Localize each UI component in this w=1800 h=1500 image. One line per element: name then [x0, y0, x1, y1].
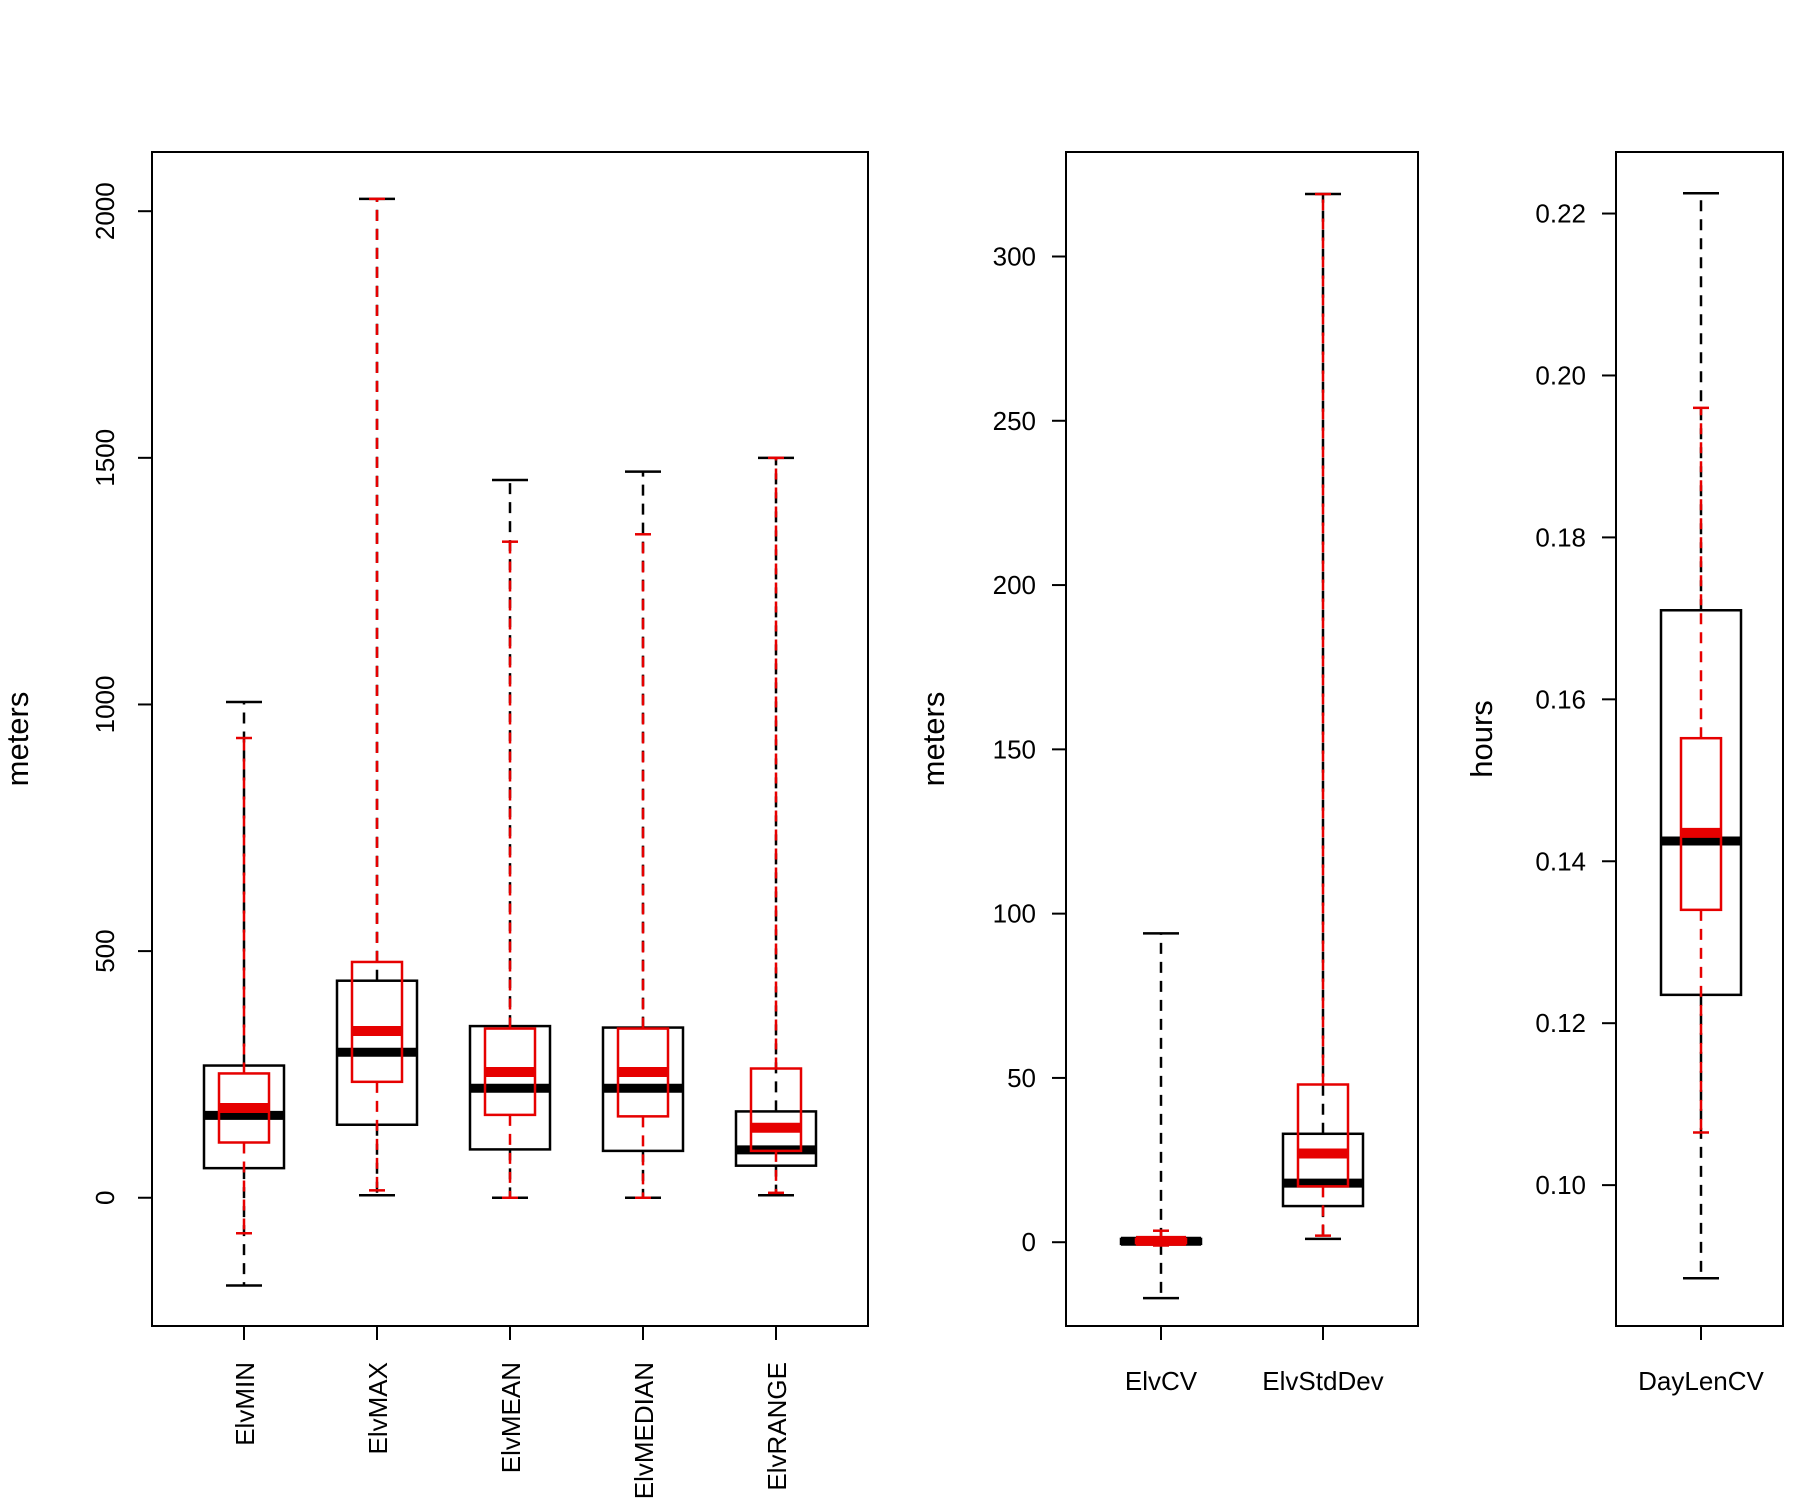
box-ElvStdDev — [1281, 192, 1365, 1241]
chart-panel-1: 0 500 1000 1500 2000 meters ElvMIN ElvMAX ElvMEA… — [0, 151, 869, 1499]
y-tick-label: 150 — [993, 734, 1036, 764]
x-category-label: ElvCV — [1125, 1366, 1198, 1396]
plot-frame — [1065, 151, 1419, 1327]
y-tick-label: 100 — [993, 899, 1036, 929]
x-category-label: ElvMEAN — [496, 1362, 526, 1473]
x-category-label: ElvRANGE — [762, 1362, 792, 1491]
overlay-box-ElvRANGE — [749, 456, 803, 1195]
y-axis-title: hours — [1464, 700, 1499, 778]
x-category-label: ElvMIN — [230, 1362, 260, 1446]
y-tick-label: 0.20 — [1535, 360, 1586, 390]
overlay-box-ElvStdDev — [1296, 192, 1350, 1237]
box-body — [1296, 1083, 1350, 1188]
y-tick-label: 1500 — [90, 429, 120, 487]
box-body — [1679, 736, 1723, 912]
x-category-label: ElvMEDIAN — [629, 1362, 659, 1499]
y-tick-label: 200 — [993, 570, 1036, 600]
y-tick-label: 2000 — [90, 182, 120, 240]
overlay-box-ElvCV — [1134, 1229, 1188, 1247]
y-tick-label: 0.12 — [1535, 1008, 1586, 1038]
x-category-label: ElvMAX — [363, 1362, 393, 1454]
y-tick-label: 0.18 — [1535, 522, 1586, 552]
y-tick-label: 300 — [993, 241, 1036, 271]
overlay-box-ElvMEDIAN — [616, 533, 670, 1199]
x-category-label: DayLenCV — [1638, 1366, 1764, 1396]
overlay-box-ElvMAX — [350, 197, 404, 1192]
box-body — [749, 1067, 803, 1153]
y-tick-label: 0.16 — [1535, 684, 1586, 714]
chart-panel-3: 0.10 0.12 0.14 0.16 0.18 0.20 0.22 hours DayLenC… — [1464, 151, 1784, 1396]
overlay-box-ElvMIN — [217, 736, 271, 1235]
box-body — [734, 1110, 818, 1167]
y-tick-label: 1000 — [90, 676, 120, 734]
overlay-box-ElvMEAN — [483, 540, 537, 1199]
overlay-box-DayLenCV — [1679, 406, 1723, 1134]
y-tick-label: 0 — [1022, 1227, 1036, 1257]
y-tick-label: 50 — [1007, 1063, 1036, 1093]
y-tick-label: 0.10 — [1535, 1170, 1586, 1200]
y-tick-label: 0 — [90, 1191, 120, 1205]
plot-frame — [1615, 151, 1784, 1327]
y-tick-label: 500 — [90, 929, 120, 972]
y-axis-title: meters — [0, 692, 35, 787]
chart-panel-2: 0 50 100 150 200 250 300 meters ElvCV ElvStdDev — [916, 151, 1419, 1396]
y-tick-label: 250 — [993, 406, 1036, 436]
x-category-label: ElvStdDev — [1262, 1366, 1383, 1396]
box-body — [350, 960, 404, 1084]
y-axis-title: meters — [916, 692, 951, 787]
y-tick-label: 0.14 — [1535, 846, 1586, 876]
y-tick-label: 0.22 — [1535, 199, 1586, 229]
